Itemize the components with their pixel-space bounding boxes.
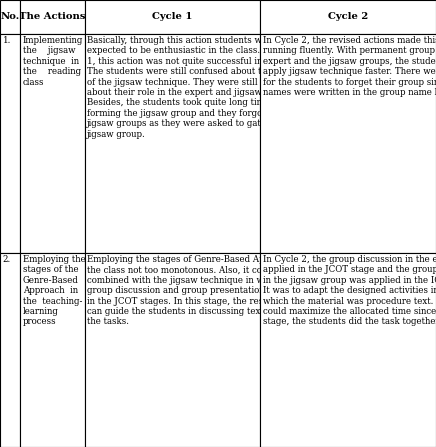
Text: In Cycle 2, the group discussion in the expert was
applied in the JCOT stage and: In Cycle 2, the group discussion in the … bbox=[263, 255, 436, 326]
Text: Cycle 1: Cycle 1 bbox=[152, 12, 193, 21]
Bar bbox=[20, 0, 85, 34]
Bar bbox=[20, 253, 85, 447]
Bar bbox=[0, 0, 20, 34]
Bar bbox=[20, 34, 85, 253]
Bar bbox=[260, 0, 436, 34]
Bar bbox=[85, 0, 260, 34]
Bar bbox=[85, 253, 260, 447]
Text: In Cycle 2, the revised actions made this action
running fluently. With permanen: In Cycle 2, the revised actions made thi… bbox=[263, 36, 436, 97]
Text: Basically, through this action students were
expected to be enthusiastic in the : Basically, through this action students … bbox=[87, 36, 320, 139]
Text: Employing the stages of Genre-Based Approach made
the class not too monotonous. : Employing the stages of Genre-Based Appr… bbox=[87, 255, 324, 326]
Bar bbox=[260, 253, 436, 447]
Text: Employing the
stages of the
Genre-Based
Approach  in
the  teaching-
learning
pro: Employing the stages of the Genre-Based … bbox=[23, 255, 85, 326]
Text: The Actions: The Actions bbox=[19, 12, 85, 21]
Text: Cycle 2: Cycle 2 bbox=[328, 12, 368, 21]
Bar bbox=[260, 34, 436, 253]
Text: 2.: 2. bbox=[3, 255, 11, 264]
Bar bbox=[0, 34, 20, 253]
Text: No.: No. bbox=[0, 12, 20, 21]
Bar bbox=[85, 34, 260, 253]
Text: Implementing
the    jigsaw
technique  in
the    reading
class: Implementing the jigsaw technique in the… bbox=[23, 36, 83, 87]
Bar bbox=[0, 253, 20, 447]
Text: 1.: 1. bbox=[3, 36, 11, 45]
